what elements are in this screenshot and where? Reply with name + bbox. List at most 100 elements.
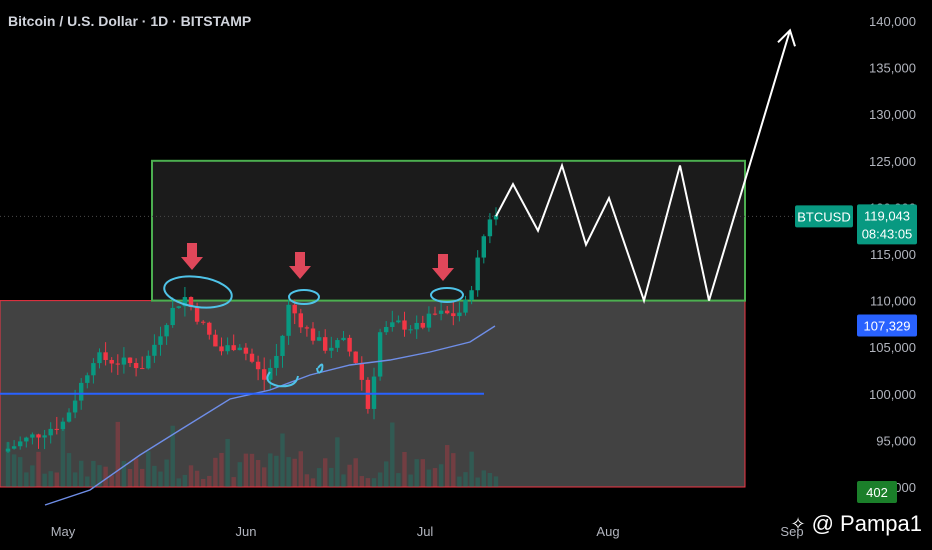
candle [384,321,389,336]
candle [158,326,163,356]
candle-body [353,351,358,363]
candle-body [170,307,175,326]
ma-label-bg [857,314,917,337]
candle [274,343,279,376]
candle-body [457,312,462,317]
ma-label: 107,329 [864,318,911,333]
volume-bar [335,437,340,487]
volume-bar [213,457,218,487]
candle-body [213,334,218,347]
candle-body [487,219,493,237]
candle [24,436,29,448]
volume-bar [493,476,499,487]
candle [152,334,157,363]
candle [335,337,340,353]
candle-body [231,345,236,351]
price-tick-label: 115,000 [870,247,916,262]
candle-body [97,352,102,364]
candle [225,337,230,355]
candle [237,343,242,351]
candle [347,334,352,357]
volume-bar [359,476,364,487]
volume-bar [262,467,267,487]
candle [445,305,450,315]
volume-bar [353,458,358,487]
volume-bar [24,472,29,487]
volume-bar [323,458,328,487]
volume-bar [347,464,352,487]
volume-bar [298,451,303,487]
volume-bar [72,472,78,487]
candle-body [262,369,267,380]
resistance-arrow-3 [432,254,454,281]
volume-bar [463,472,468,487]
volume-bar [85,476,90,487]
volume-bar [54,472,59,487]
time-axis[interactable]: May Jun Jul Aug Sep [51,524,804,539]
volume-bar [48,471,53,487]
candle-body [463,299,468,313]
candle-body [445,310,450,314]
volume-bar [140,468,145,487]
candle [451,302,456,326]
volume-bar [268,453,273,487]
volume-bar [97,465,102,487]
volume-bar [481,470,486,487]
candle-body [390,322,395,328]
volume-bar [79,460,84,487]
candle-body [164,325,169,337]
candle [115,354,120,375]
candle [231,334,236,352]
candle-body [438,310,444,314]
circle-annotation-4 [266,371,299,388]
candle [323,329,328,354]
candle-body [286,304,291,336]
volume-bar [11,454,17,487]
candle [262,357,267,391]
candle-body [341,337,346,341]
volume-bar [188,465,194,487]
candle [109,357,114,373]
candle [201,320,206,325]
volume-bar [201,478,206,487]
volume-bar [329,467,334,487]
volume-bar [194,470,200,487]
candle-body [347,337,352,352]
price-tick-label: 125,000 [869,154,916,169]
watermark: ✧ @ Pampa1 [791,511,922,537]
candle [481,234,486,264]
candle [18,436,23,450]
candle-body [329,347,334,351]
candle-body [66,412,72,422]
candle [408,325,413,334]
candle [268,359,273,390]
circle-annotation-1 [163,275,233,309]
volume-bar [158,471,163,487]
resistance-arrow-1 [181,243,203,270]
candle [146,350,151,370]
candle [54,416,59,435]
volume-bar [36,451,41,487]
candle-body [274,355,279,368]
volume-bar [371,478,377,487]
candle-body [481,236,486,258]
candle-body [219,346,224,352]
candle-body [146,355,151,369]
candle [377,328,383,381]
candle-body [60,421,66,430]
candle [438,301,444,321]
projection-path [495,30,791,305]
candle [188,296,194,311]
volume-bar [103,466,108,487]
candle-body [85,375,90,383]
candle [304,325,310,337]
price-tick-label: 100,000 [869,387,916,402]
volume-bar [475,477,480,487]
price-label: 119,043 [864,208,910,223]
volume-bar [469,451,474,487]
volume-bar [377,472,383,487]
price-axis[interactable]: 140,000135,000130,000125,000120,000115,0… [795,14,917,503]
candle-body [5,448,11,452]
candle-body [408,329,413,331]
